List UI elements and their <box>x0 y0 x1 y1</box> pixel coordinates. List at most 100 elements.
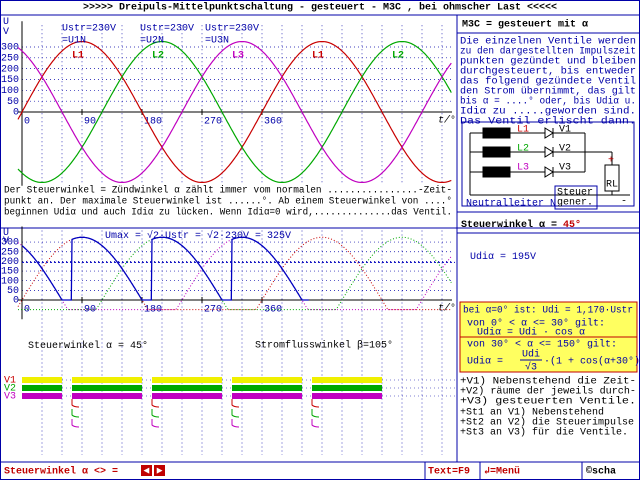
valve-bar <box>232 385 302 391</box>
trigger-pulse <box>71 399 80 408</box>
alpha-annotation: Steuerwinkel α = 45° <box>28 340 148 352</box>
y-tick-label: 50 <box>7 97 19 108</box>
trigger-pulse <box>231 409 240 418</box>
output-voltage <box>21 236 309 301</box>
x-axis-label: t/° <box>438 115 456 127</box>
voltage-label: Ustr=230V <box>205 24 259 35</box>
circuit-minus: - <box>621 197 627 208</box>
valve-bar <box>232 377 302 383</box>
phase-label: L3 <box>232 51 244 62</box>
trigger-pulse <box>311 409 320 418</box>
formula: √3 <box>525 361 537 374</box>
x-axis-label: t/° <box>438 303 456 315</box>
x-tick-label: 270 <box>204 305 222 316</box>
trigger-pulse <box>71 409 80 418</box>
valve-note: +V2) räume der jeweils durch- <box>460 386 636 398</box>
phase-curve <box>17 41 452 183</box>
arrow-button-label: ◄ <box>143 467 149 478</box>
info-text: Der Steuerwinkel = Zündwinkel α zählt im… <box>4 185 452 197</box>
circuit-phase: L2 <box>517 144 529 155</box>
phase-label: L2 <box>392 51 404 62</box>
y-tick-label: 0 <box>13 296 19 307</box>
x-tick-label: 180 <box>144 117 162 128</box>
x-tick-label: 0 <box>24 117 30 128</box>
phase-label: L1 <box>312 51 324 62</box>
arrow-button[interactable] <box>141 465 152 476</box>
valve-note: +V1) Nebenstehend die Zeit- <box>460 376 636 388</box>
y-axis-label: V <box>3 236 9 247</box>
x-tick-label: 90 <box>84 117 96 128</box>
voltage-label: Ustr=230V <box>140 24 194 35</box>
steuerwinkel-heading: Steuerwinkel α = 45° <box>461 219 581 231</box>
valve-label: V1 <box>4 376 16 387</box>
circuit-valve: V3 <box>559 163 571 174</box>
umax-prefix: Umax = √2·Ustr = √2·230V = <box>105 229 267 242</box>
udi-value: 195V <box>512 252 536 263</box>
panel-text: zu den dargestellten Impulszeit <box>460 46 636 58</box>
valve-bar <box>312 377 382 383</box>
pulse-note: +St2 an V2) die Steuerimpulse <box>460 417 634 429</box>
phase-curve-dotted <box>17 236 452 311</box>
voltage-label: =U3N <box>205 36 229 47</box>
footer-menu-key: ↲=Menü <box>484 466 520 478</box>
valve-bar <box>152 377 222 383</box>
valve-bar <box>72 377 142 383</box>
panel-text: bis α = ....° oder, bis Udiα u. <box>460 96 636 108</box>
circuit-load: RL <box>606 180 618 191</box>
udi-label: Udiα = 195V <box>470 251 536 263</box>
footer-text-key: Text=F9 <box>428 467 470 478</box>
y-tick-label: 250 <box>1 247 19 258</box>
circuit <box>461 121 635 210</box>
y-axis-label: U <box>3 228 9 239</box>
y-axis-label: V <box>3 27 9 38</box>
umax-label: Umax = √2·Ustr = √2·230V = 325V <box>105 229 291 242</box>
formula: von 0° < α <= 30° gilt: <box>467 318 605 330</box>
trigger-pulse <box>311 419 320 428</box>
steuerwinkel-prefix: Steuerwinkel α = <box>461 219 563 231</box>
panel-text: das folgend gezündete Ventil <box>460 76 636 88</box>
trigger-pulse <box>71 419 80 428</box>
x-tick-label: 360 <box>264 117 282 128</box>
trigger-pulse <box>311 399 320 408</box>
valve-label: V2 <box>4 384 16 395</box>
circuit-valve: V2 <box>559 144 571 155</box>
valve-bar <box>312 385 382 391</box>
formula: bei α=0° ist: Udi = 1,170·Ustr <box>463 305 633 317</box>
y-tick-label: 200 <box>1 64 19 75</box>
udi-prefix: Udiα = <box>470 251 512 263</box>
formula: Udiα = <box>467 356 503 368</box>
panel-text: den Strom übernimmt, das gilt <box>460 86 636 98</box>
x-tick-label: 90 <box>84 305 96 316</box>
panel-title: M3C = gesteuert mit α <box>462 19 588 31</box>
trigger-pulse <box>151 399 160 408</box>
panel-text: punkten gezündet und bleiben <box>460 56 636 68</box>
circuit-phase: L1 <box>517 125 529 136</box>
panel-text: Idiα zu .....geworden sind. <box>460 106 636 118</box>
y-tick-label: 150 <box>1 75 19 86</box>
panel-text: Die einzelnen Ventile werden <box>460 36 636 48</box>
y-tick-label: 50 <box>7 286 19 297</box>
pulse-note: +St3 an V3) für die Ventile. <box>460 427 628 439</box>
circuit-generator: gener. <box>557 198 593 209</box>
valve-bar <box>22 377 62 383</box>
trigger-pulse <box>231 399 240 408</box>
y-tick-label: 300 <box>1 43 19 54</box>
x-tick-label: 270 <box>204 117 222 128</box>
circuit-phase: L3 <box>517 163 529 174</box>
valve-bar <box>152 385 222 391</box>
trigger-pulse <box>231 419 240 428</box>
trigger-pulse <box>151 419 160 428</box>
formula: von 30° < α <= 150° gilt: <box>467 339 617 351</box>
formula: Udiα = Udi · cos α <box>477 327 585 339</box>
valve-label: V3 <box>4 392 16 403</box>
phase-curve <box>17 41 452 183</box>
umax-value: 325V <box>267 231 291 242</box>
panel-text: durchgesteuert, bis entweder <box>460 66 636 78</box>
phase-label: L1 <box>72 51 84 62</box>
beta-annotation: Stromflusswinkel β=105° <box>255 340 393 352</box>
valve-note: +V3) gesteuerten Ventile. <box>460 396 636 408</box>
steuerwinkel-value: 45° <box>563 219 581 231</box>
arrow-button[interactable] <box>154 465 165 476</box>
